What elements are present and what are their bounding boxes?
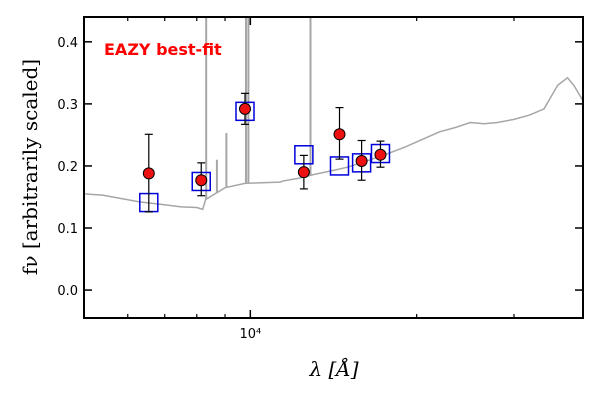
observed-flux-point bbox=[333, 128, 346, 141]
y-tick-label: 0.2 bbox=[57, 160, 78, 175]
observed-flux-point bbox=[195, 174, 208, 187]
annotation-text: EAZY best-fit bbox=[104, 40, 222, 59]
observed-flux-point bbox=[297, 166, 310, 179]
plot-frame bbox=[83, 16, 584, 319]
observed-flux-point bbox=[142, 167, 155, 180]
x-axis-label: λ [Å] bbox=[308, 356, 358, 381]
axis-ticks bbox=[84, 17, 584, 318]
observed-flux-point bbox=[374, 148, 387, 161]
y-tick-label: 0.4 bbox=[57, 36, 78, 51]
y-tick-label: 0.3 bbox=[57, 98, 78, 113]
tick-labels: 0.0 0.1 0.2 0.3 0.4 10⁴ bbox=[57, 36, 261, 342]
observed-flux-point bbox=[355, 154, 368, 167]
sed-template-line bbox=[83, 76, 584, 211]
observed-flux-point bbox=[238, 102, 251, 115]
x-tick-label: 10⁴ bbox=[239, 327, 261, 342]
plot-content bbox=[83, 17, 584, 213]
y-axis-label: fν [arbitrarily scaled] bbox=[18, 59, 42, 275]
y-tick-label: 0.1 bbox=[57, 222, 78, 237]
y-tick-label: 0.0 bbox=[57, 284, 78, 299]
